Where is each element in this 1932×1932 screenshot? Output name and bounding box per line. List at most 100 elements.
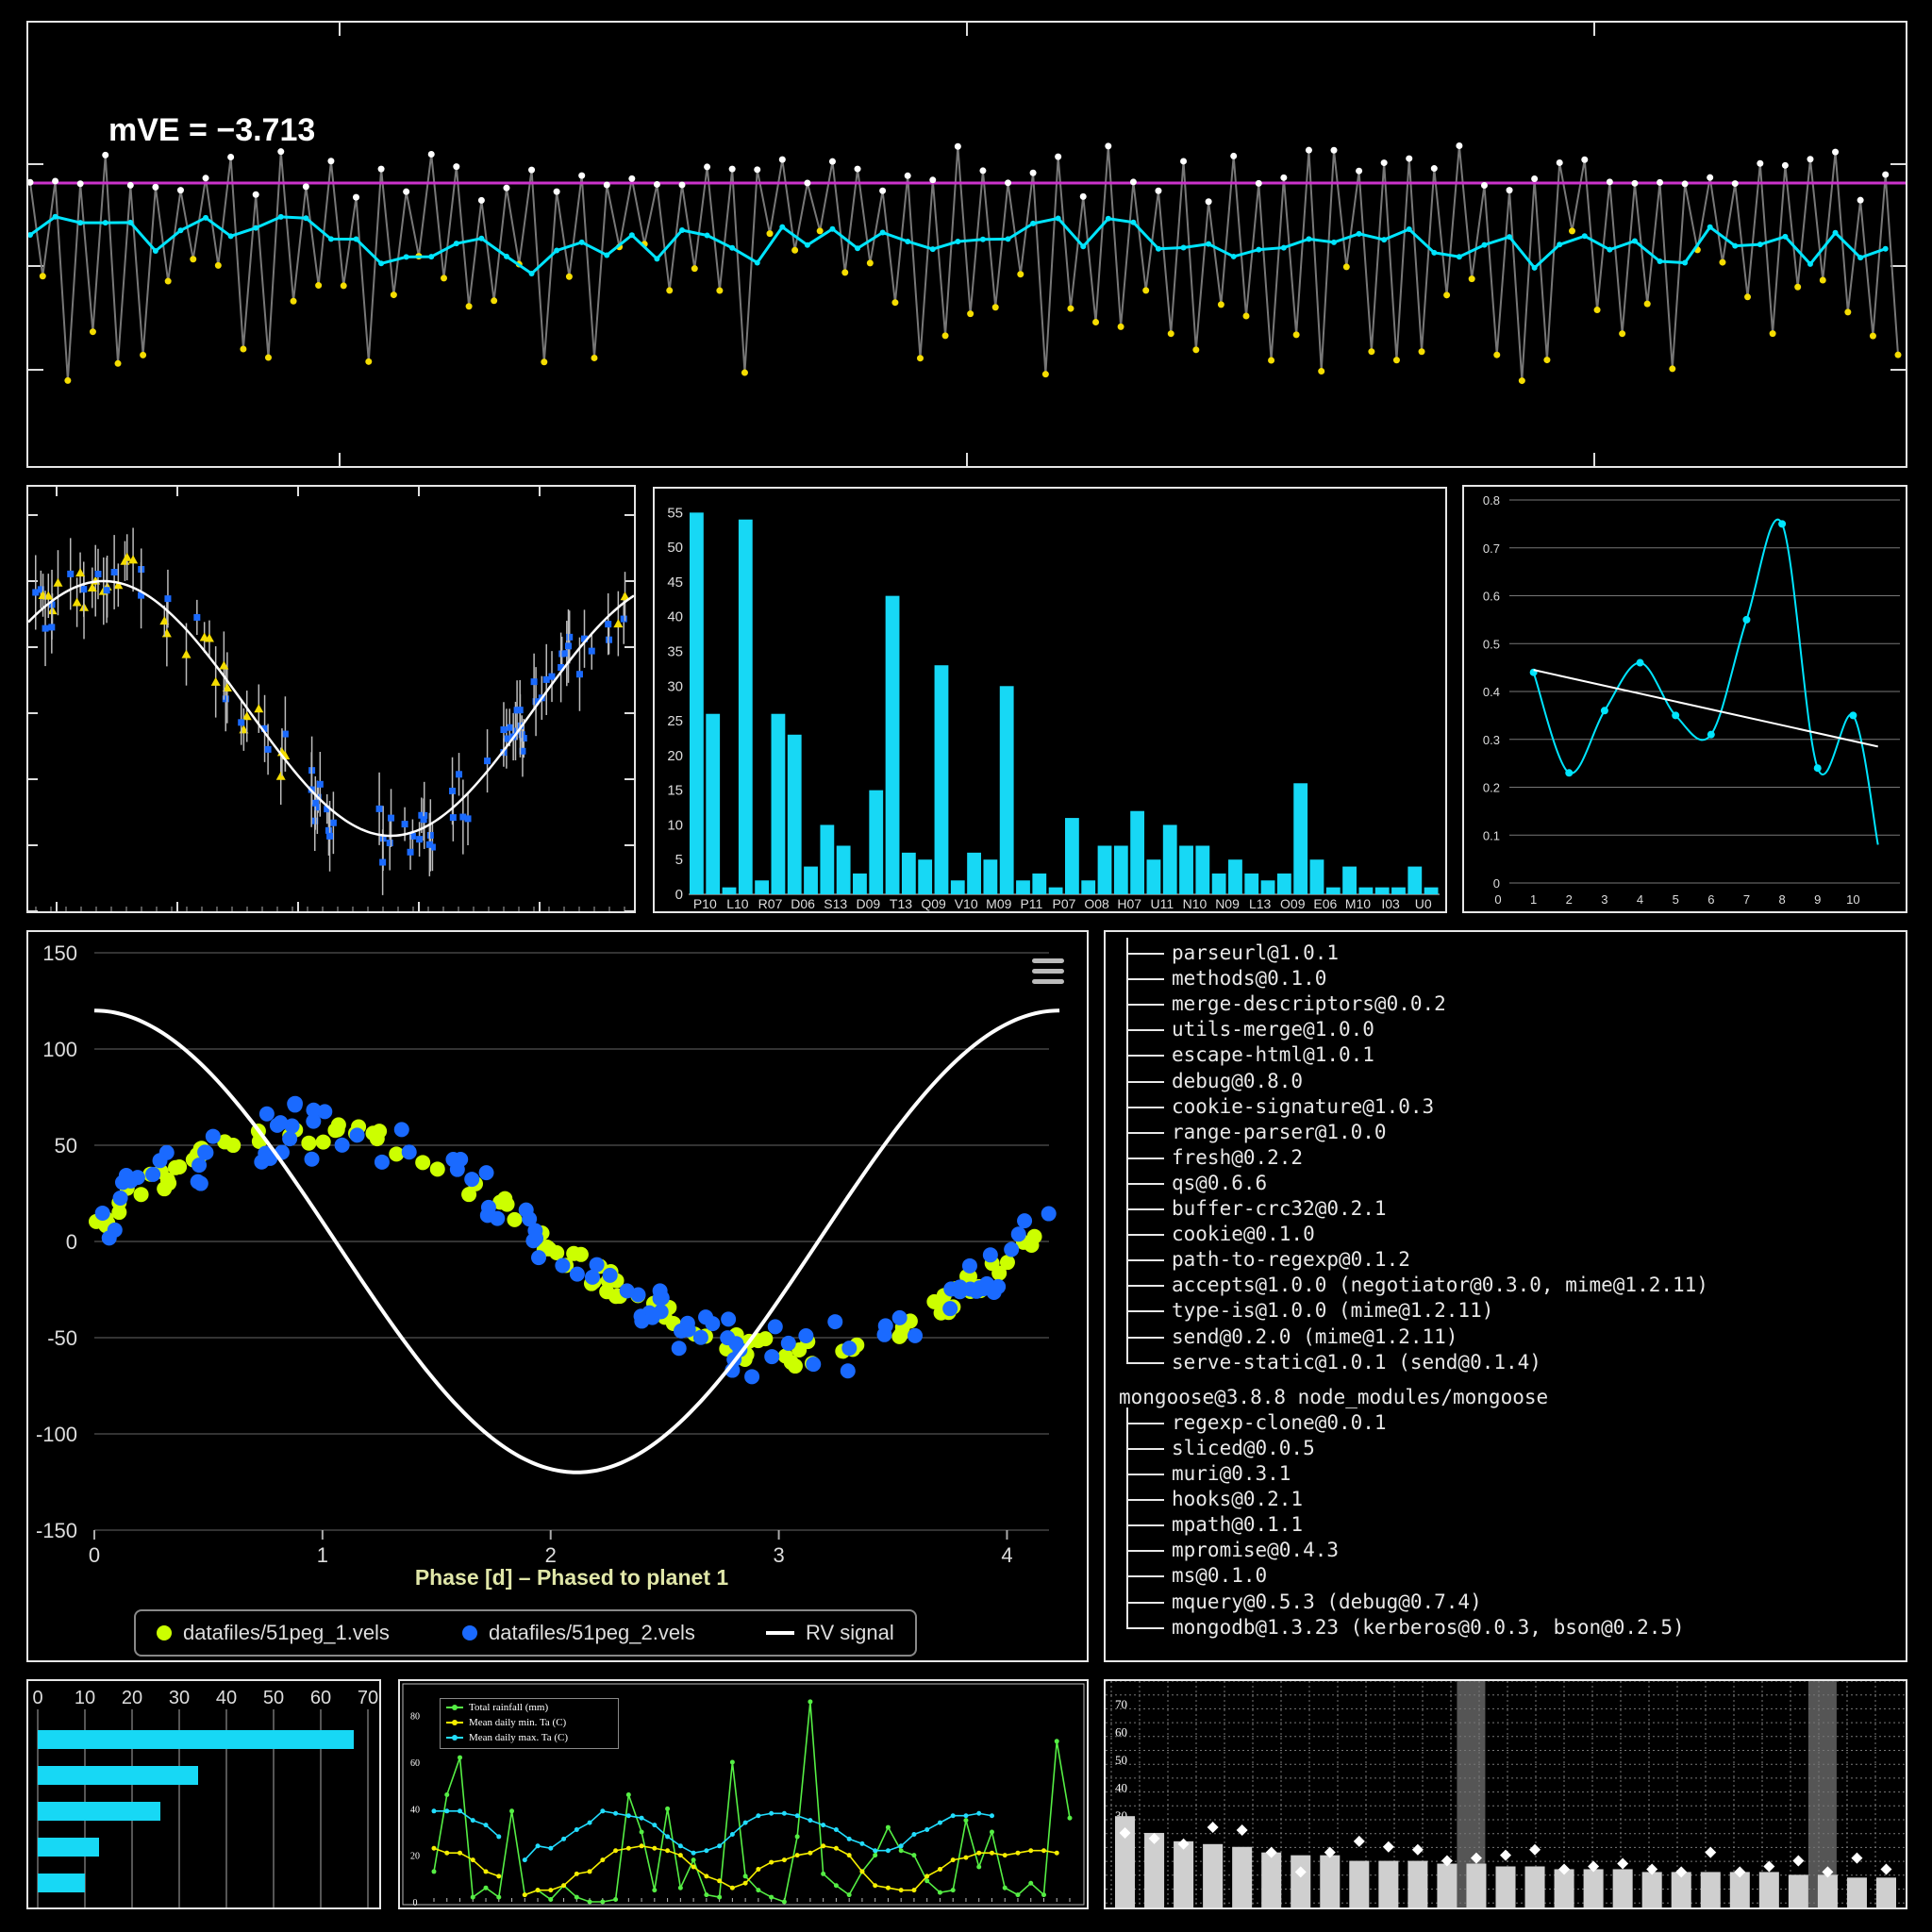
tree-branch <box>1126 1182 1164 1185</box>
series-2-point <box>780 1335 796 1351</box>
series-1-point <box>573 1246 589 1262</box>
marker-point <box>1675 1866 1688 1878</box>
bar <box>804 866 818 894</box>
dependency-line: cookie@0.1.0 <box>1172 1223 1315 1246</box>
bar <box>1342 866 1357 894</box>
series-2-point <box>192 1158 208 1174</box>
square-point <box>426 831 434 839</box>
raw-series-line <box>29 145 1899 381</box>
series-2-point <box>798 1327 814 1343</box>
smoothed-point <box>829 225 836 232</box>
bar <box>1232 1846 1253 1907</box>
series-2-point <box>262 1150 278 1166</box>
bar <box>1612 1869 1633 1907</box>
smoothed-point <box>1206 241 1212 247</box>
square-point <box>94 570 102 577</box>
smoothed-point <box>1807 260 1813 267</box>
bar <box>901 852 916 894</box>
smoothed-point <box>979 236 986 242</box>
square-point <box>575 671 583 678</box>
minima-point <box>1217 301 1224 308</box>
series-1-point <box>926 1293 942 1309</box>
tree-branch <box>1126 1131 1164 1134</box>
rv-phase-panel: 150 100 50 0 -50 -100 -150 0 1 2 3 4 Phase [d] – Pha… <box>26 930 1089 1662</box>
series-1-point <box>961 1269 977 1285</box>
smoothed-point <box>1631 238 1638 244</box>
maxima-point <box>1180 158 1188 165</box>
series-2-point <box>284 1118 300 1134</box>
square-point <box>503 735 510 742</box>
series-2-point <box>1041 1206 1057 1222</box>
x-tick-label: 2 <box>1566 892 1573 907</box>
x-tick-label: O08 <box>1084 896 1109 911</box>
square-point <box>558 650 566 658</box>
minima-point <box>866 259 874 267</box>
marker-point <box>1880 1863 1892 1875</box>
series-2-point <box>287 1097 303 1113</box>
maxima-point <box>277 148 285 156</box>
station-bar-chart: 0 5 10 15 20 25 30 35 40 45 50 55 P10 L10 R07 D06 S13 D09… <box>667 505 1440 911</box>
square-point <box>506 724 513 731</box>
smoothed-point <box>1155 245 1161 252</box>
smoothed-point <box>1581 233 1588 240</box>
dependency-line: mpath@0.1.1 <box>1172 1513 1304 1537</box>
dependency-line: range-parser@1.0.0 <box>1172 1120 1387 1143</box>
marker-point <box>1500 1849 1511 1861</box>
series-2-point <box>877 1318 893 1334</box>
smoothed-point <box>177 227 184 234</box>
maxima-point <box>1657 178 1664 186</box>
triangle-point <box>75 568 86 577</box>
series-2-point <box>634 1313 650 1329</box>
y-tick-label: 0.5 <box>1483 637 1500 651</box>
legend-label: Mean daily min. Ta (C) <box>469 1717 567 1728</box>
smoothed-point <box>1657 258 1663 264</box>
smoothed-point <box>77 220 84 226</box>
highlight-band <box>1807 1681 1837 1907</box>
rv-signal-curve <box>93 1008 1060 1474</box>
minima-point <box>1493 351 1501 358</box>
series-1-point <box>301 1135 317 1151</box>
dependency-line: serve-static@1.0.1 (send@0.1.4) <box>1172 1350 1541 1374</box>
bar <box>38 1838 99 1857</box>
legend-dot-icon <box>157 1625 172 1641</box>
x-tick-label: 2 <box>545 1543 557 1567</box>
marker-point <box>1236 1824 1248 1836</box>
maxima-point <box>1155 187 1162 194</box>
bar <box>1130 810 1145 894</box>
x-tick-label: U0 <box>1415 896 1432 911</box>
square-point <box>605 621 612 628</box>
spline-point <box>1778 520 1787 528</box>
series-2-point <box>982 1247 998 1263</box>
smoothed-point <box>879 229 886 236</box>
series-2-point <box>584 1269 600 1285</box>
maxima-point <box>1857 196 1864 204</box>
legend-item-rv-signal[interactable]: RV signal <box>766 1621 894 1645</box>
triangle-point <box>113 580 124 590</box>
maxima-point <box>302 183 309 191</box>
marker-point <box>1734 1866 1746 1878</box>
triangle-point <box>122 552 132 561</box>
minima-point <box>1619 330 1626 338</box>
bar <box>1378 1860 1399 1907</box>
hamburger-menu-icon[interactable] <box>1032 958 1064 985</box>
legend-item-series-2[interactable]: datafiles/51peg_2.vels <box>462 1621 695 1645</box>
horizontal-bar-panel: 0 10 20 30 40 50 60 70 <box>26 1679 381 1909</box>
smoothed-point <box>327 236 334 242</box>
series-1-point <box>599 1284 615 1300</box>
legend-item-series-1[interactable]: datafiles/51peg_1.vels <box>157 1621 390 1645</box>
smoothed-point <box>855 245 861 252</box>
x-tick-label: Q09 <box>921 896 946 911</box>
square-point <box>67 570 75 577</box>
marker-point <box>1382 1840 1394 1853</box>
square-point <box>459 813 467 821</box>
dependency-line: debug@0.8.0 <box>1172 1069 1304 1092</box>
legend-item-max-ta: Mean daily max. Ta (C) <box>446 1732 568 1743</box>
maxima-point <box>427 150 435 158</box>
maxima-point <box>453 163 460 171</box>
smoothed-point <box>528 270 535 276</box>
minima-point <box>465 303 473 310</box>
minima-point <box>791 246 799 254</box>
bar <box>1875 1877 1896 1907</box>
dependency-line: buffer-crc32@0.2.1 <box>1172 1197 1387 1220</box>
smoothed-point <box>127 219 134 225</box>
